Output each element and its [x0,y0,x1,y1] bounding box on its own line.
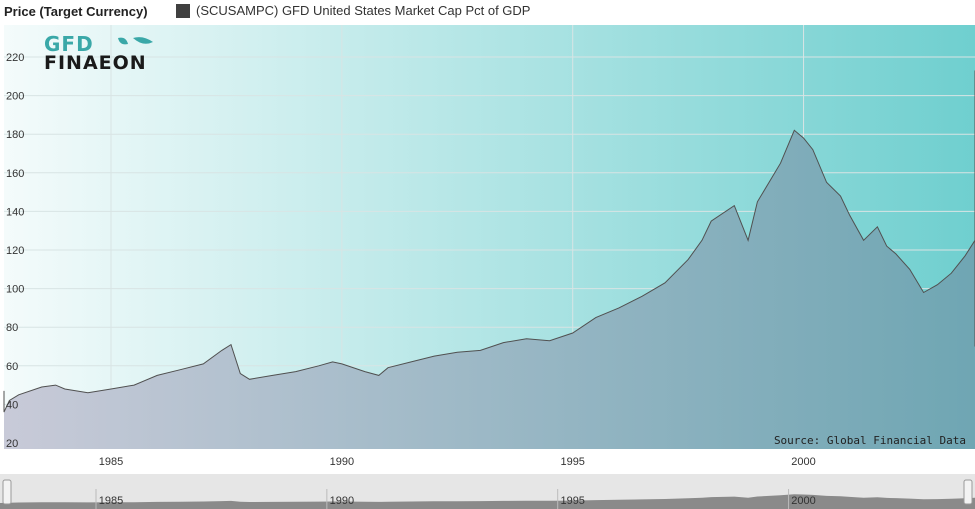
legend-item[interactable]: (SCUSAMPC) GFD United States Market Cap … [176,3,530,18]
navigator-handle-left[interactable] [2,479,12,505]
navigator-series [0,492,975,509]
y-tick-label: 220 [6,52,24,64]
x-tick-label: 1985 [99,456,123,468]
y-tick-label: 80 [6,322,18,334]
legend-label: (SCUSAMPC) GFD United States Market Cap … [196,3,531,18]
y-tick-label: 20 [6,438,18,450]
legend-swatch [176,3,190,18]
series-line [3,70,975,413]
y-tick-label: 160 [6,168,24,180]
y-tick-label: 100 [6,284,24,296]
y-tick-label: 60 [6,361,18,373]
x-tick-labels: 19851990199520002005201020152020 [99,456,816,468]
x-tick-label: 2000 [791,456,815,468]
source-label: Source: Global Financial Data [774,434,966,447]
chart-header: Price (Target Currency) (SCUSAMPC) GFD U… [0,0,975,24]
logo-leaf-icon [118,37,153,45]
y-tick-label: 180 [6,129,24,141]
x-tick-label: 1995 [560,456,584,468]
x-tick-label: 1990 [330,456,354,468]
y-tick-label: 40 [6,399,18,411]
y-tick-labels: 20 40 60 80 100 120 140 160 180 200 220 [6,52,24,450]
y-axis-title: Price (Target Currency) [4,4,148,19]
y-tick-label: 120 [6,245,24,257]
y-tick-label: 140 [6,206,24,218]
navigator-label: 1995 [560,495,584,507]
logo: GFD FINAEON [44,32,153,74]
navigator-labels: 19851990199520002005201020152020 [95,489,816,509]
navigator[interactable]: 19851990199520002005201020152020 [0,474,975,509]
navigator-label: 2000 [791,495,815,507]
y-tick-label: 200 [6,91,24,103]
series-area [4,70,975,449]
navigator-label: 1990 [330,495,354,507]
navigator-handle-right[interactable] [963,479,973,505]
logo-gfd: GFD [44,32,94,56]
navigator-label: 1985 [99,495,123,507]
logo-finaeon: FINAEON [44,52,147,74]
